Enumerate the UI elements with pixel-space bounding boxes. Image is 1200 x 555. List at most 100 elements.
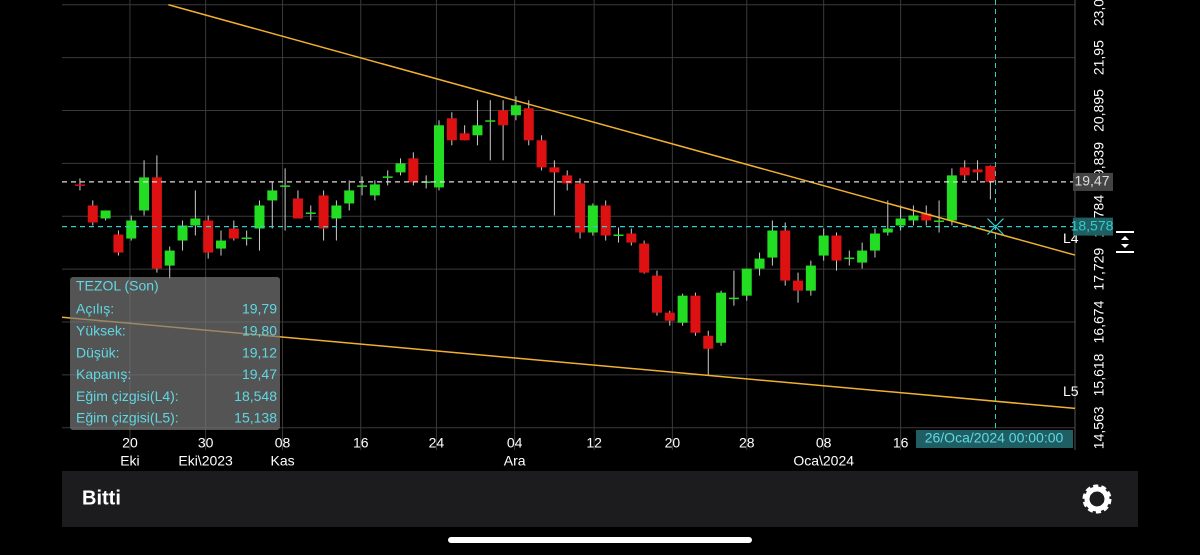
candle-body <box>228 228 239 239</box>
candle-body <box>613 234 624 237</box>
info-value: 19,80 <box>242 323 277 339</box>
x-tick-label: 20 <box>122 435 138 451</box>
candle-body <box>908 215 919 221</box>
candle-body <box>651 275 662 313</box>
candle-body <box>677 295 688 323</box>
info-panel-bg <box>70 277 280 430</box>
info-value: 18,548 <box>234 388 277 404</box>
candle-body <box>562 175 573 184</box>
x-tick-label: 30 <box>198 435 214 451</box>
candle-body <box>587 205 598 233</box>
candle-body <box>793 280 804 291</box>
candle-body <box>831 235 842 261</box>
y-tick-label: 15,618 <box>1091 353 1107 396</box>
candle-body <box>369 184 380 196</box>
price-label-bg <box>1073 172 1113 191</box>
info-label: Kapanış: <box>76 366 131 382</box>
candle-body <box>87 205 98 223</box>
candle-body <box>882 228 893 233</box>
candle-body <box>100 210 111 219</box>
candle-body <box>767 230 778 258</box>
toolbar <box>62 471 1138 527</box>
candle-body <box>113 234 124 253</box>
candle-body <box>139 177 150 211</box>
trendline-label: L5 <box>1063 383 1079 399</box>
info-value: 19,47 <box>242 366 277 382</box>
settings-icon[interactable] <box>1082 484 1112 514</box>
info-title: TEZOL (Son) <box>76 278 159 294</box>
candle-body <box>703 335 714 349</box>
x-tick-label: 20 <box>665 435 681 451</box>
home-indicator <box>448 537 752 543</box>
info-label: Eğim çizgisi(L4): <box>76 388 179 404</box>
candle-body <box>549 167 560 173</box>
candle-body <box>728 297 739 300</box>
y-tick-label: 23,005 <box>1091 0 1107 26</box>
x-tick-label: 16 <box>893 435 909 451</box>
x-tick-label: 04 <box>507 435 523 451</box>
candle-body <box>498 110 509 126</box>
price-label: 19,47 <box>1074 173 1109 189</box>
candle-body <box>305 212 316 214</box>
candle-body <box>164 250 175 266</box>
candle-body <box>510 105 521 116</box>
candle-body <box>754 258 765 269</box>
y-tick-label: 21,95 <box>1091 40 1107 75</box>
candle-body <box>895 218 906 226</box>
candle-body <box>959 167 970 176</box>
candle-body <box>292 198 303 219</box>
candle-body <box>267 190 278 201</box>
y-tick-label: 14,563 <box>1091 406 1107 449</box>
candle-body <box>344 190 355 204</box>
y-tick-label: 16,674 <box>1091 300 1107 343</box>
candle-body <box>408 158 419 183</box>
done-button[interactable]: Bitti <box>82 487 121 509</box>
candle-body <box>382 176 393 178</box>
month-label: Kas <box>270 453 294 469</box>
info-label: Yüksek: <box>76 323 126 339</box>
trendline <box>168 4 1076 256</box>
candle-body <box>818 235 829 256</box>
candle-body <box>639 243 650 273</box>
candle-body <box>318 195 329 229</box>
candle-body <box>433 125 444 188</box>
candle-body <box>151 177 162 269</box>
x-tick-label: 24 <box>429 435 445 451</box>
candle-body <box>216 240 227 249</box>
resize-icon[interactable] <box>1116 231 1134 253</box>
candle-body <box>190 218 201 226</box>
candle-body <box>331 205 342 219</box>
candle-body <box>664 312 675 321</box>
crosshair-label-bg <box>916 430 1073 448</box>
candle-body <box>780 230 791 281</box>
candle-body <box>716 292 727 343</box>
x-tick-label: 12 <box>586 435 602 451</box>
candle-body <box>280 185 291 187</box>
month-label: Eki <box>120 453 139 469</box>
y-tick-label: 20,895 <box>1091 89 1107 132</box>
candle-body <box>126 220 137 239</box>
candle-body <box>177 225 188 241</box>
candle-body <box>459 133 470 141</box>
candle-body <box>869 233 880 251</box>
candle-body <box>395 163 406 173</box>
candle-body <box>536 140 547 168</box>
candle-body <box>600 205 611 236</box>
x-tick-label: 28 <box>739 435 755 451</box>
candle-body <box>485 120 496 122</box>
candle-body <box>472 125 483 136</box>
candle-body <box>203 220 214 253</box>
candle-body <box>972 169 983 173</box>
candle-body <box>857 250 868 263</box>
month-label: Eki\2023 <box>178 453 233 469</box>
candle-body <box>921 213 932 221</box>
month-label: Ara <box>504 453 526 469</box>
info-label: Eğim çizgisi(L5): <box>76 410 179 426</box>
candle-body <box>741 268 752 296</box>
candle-body <box>357 185 368 187</box>
info-value: 19,79 <box>242 301 277 317</box>
candle-body <box>523 108 534 141</box>
x-tick-label: 16 <box>353 435 369 451</box>
candle-body <box>985 165 996 182</box>
